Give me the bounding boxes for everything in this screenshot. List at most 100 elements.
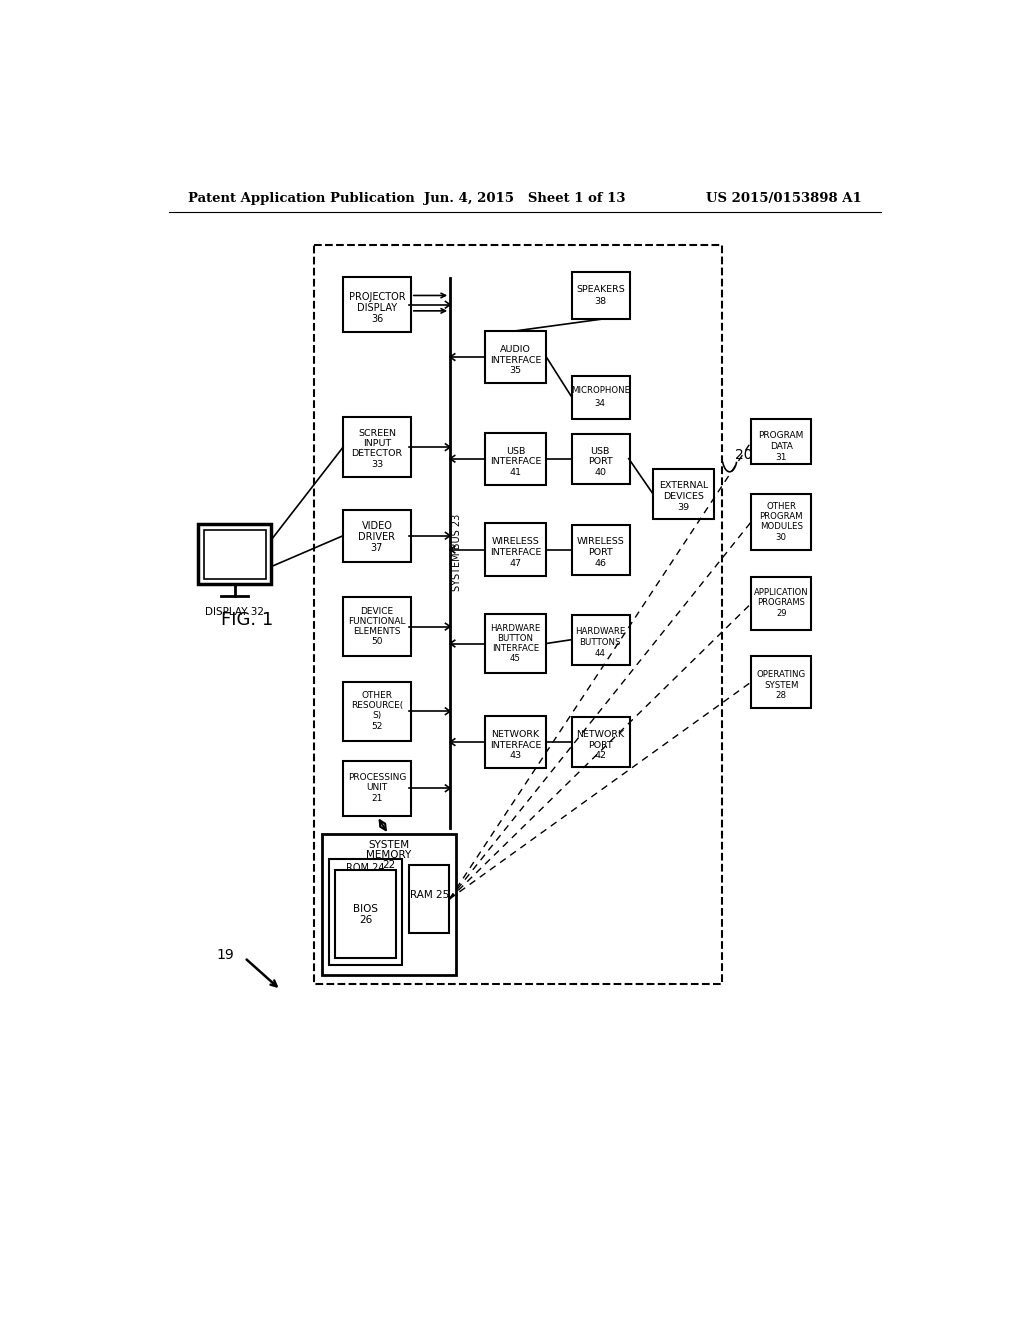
Bar [571, 272, 630, 319]
Text: OPERATING: OPERATING [757, 669, 806, 678]
Text: HARDWARE: HARDWARE [490, 623, 541, 632]
Text: S): S) [373, 711, 382, 721]
Text: INTERFACE: INTERFACE [492, 644, 540, 652]
Bar [204, 529, 266, 578]
Bar [322, 834, 457, 974]
Text: OTHER: OTHER [766, 502, 797, 511]
Bar [343, 597, 411, 656]
Text: 31: 31 [775, 453, 787, 462]
Bar [343, 682, 411, 741]
Text: Jun. 4, 2015   Sheet 1 of 13: Jun. 4, 2015 Sheet 1 of 13 [424, 191, 626, 205]
Text: USB: USB [591, 446, 610, 455]
Text: ROM 24: ROM 24 [346, 863, 385, 874]
Text: SYSTEM: SYSTEM [764, 681, 799, 689]
Text: 50: 50 [372, 638, 383, 647]
Text: PORT: PORT [588, 741, 612, 750]
Text: BUTTONS: BUTTONS [580, 639, 621, 647]
Bar [752, 420, 811, 465]
Text: EXTERNAL: EXTERNAL [658, 482, 708, 490]
Text: MEMORY: MEMORY [366, 850, 411, 861]
Text: FIG. 1: FIG. 1 [221, 611, 273, 630]
Text: PROGRAM: PROGRAM [759, 432, 804, 440]
Text: MICROPHONE: MICROPHONE [570, 387, 630, 396]
Text: AUDIO: AUDIO [500, 345, 531, 354]
Bar [343, 760, 411, 816]
Bar [343, 417, 411, 478]
Text: NETWORK: NETWORK [577, 730, 625, 739]
Text: PROJECTOR: PROJECTOR [348, 292, 406, 302]
Bar [343, 277, 411, 333]
Text: 44: 44 [595, 649, 606, 657]
Bar [752, 656, 811, 708]
Text: MODULES: MODULES [760, 521, 803, 531]
Bar [343, 510, 411, 562]
Text: 39: 39 [677, 503, 689, 512]
Text: WIRELESS: WIRELESS [492, 537, 540, 546]
Text: 26: 26 [358, 915, 372, 925]
Text: ELEMENTS: ELEMENTS [353, 627, 400, 636]
Text: DETECTOR: DETECTOR [351, 449, 402, 458]
Text: NETWORK: NETWORK [492, 730, 540, 739]
Text: BIOS: BIOS [353, 904, 378, 915]
Text: 42: 42 [594, 751, 606, 760]
Text: SYSTEM BUS 23: SYSTEM BUS 23 [452, 513, 462, 591]
Bar [484, 524, 547, 576]
Bar [313, 244, 722, 983]
Bar [571, 376, 630, 418]
Text: PORT: PORT [588, 548, 612, 557]
Text: PROCESSING: PROCESSING [348, 774, 407, 781]
Text: 28: 28 [776, 692, 786, 701]
Text: DISPLAY 32: DISPLAY 32 [205, 607, 264, 618]
Text: 43: 43 [510, 751, 521, 760]
Text: 47: 47 [510, 558, 521, 568]
Text: VIDEO: VIDEO [361, 521, 392, 532]
Text: INTERFACE: INTERFACE [489, 741, 542, 750]
Text: DEVICES: DEVICES [663, 492, 703, 500]
Text: 19: 19 [217, 948, 234, 962]
Text: 21: 21 [372, 793, 383, 803]
Bar [484, 433, 547, 484]
Text: INTERFACE: INTERFACE [489, 548, 542, 557]
Text: DRIVER: DRIVER [358, 532, 395, 543]
Text: 37: 37 [371, 543, 383, 553]
Text: RAM 25: RAM 25 [410, 890, 449, 899]
Text: 35: 35 [510, 367, 521, 375]
Text: 46: 46 [594, 558, 606, 568]
Bar [484, 715, 547, 768]
Bar [571, 525, 630, 576]
Text: US 2015/0153898 A1: US 2015/0153898 A1 [707, 191, 862, 205]
Text: DISPLAY: DISPLAY [357, 302, 397, 313]
Bar [652, 469, 714, 519]
Bar [484, 331, 547, 383]
Text: DEVICE: DEVICE [360, 607, 393, 615]
Bar [410, 866, 450, 933]
Text: 20: 20 [735, 447, 753, 462]
Text: 22: 22 [382, 861, 395, 870]
Text: SPEAKERS: SPEAKERS [575, 285, 625, 294]
Text: RESOURCE(: RESOURCE( [351, 701, 403, 710]
Text: INTERFACE: INTERFACE [489, 457, 542, 466]
Text: 41: 41 [510, 469, 521, 477]
Text: SYSTEM: SYSTEM [368, 841, 409, 850]
Text: 30: 30 [776, 533, 786, 541]
Text: PORT: PORT [588, 457, 612, 466]
Bar [752, 494, 811, 549]
Text: BUTTON: BUTTON [498, 634, 534, 643]
Text: PROGRAMS: PROGRAMS [758, 598, 805, 607]
Text: 52: 52 [372, 722, 383, 731]
Text: HARDWARE: HARDWARE [575, 627, 626, 636]
Text: 34: 34 [595, 399, 606, 408]
Text: APPLICATION: APPLICATION [754, 589, 809, 597]
Text: PROGRAM: PROGRAM [760, 512, 803, 521]
Text: 40: 40 [594, 469, 606, 477]
Text: 45: 45 [510, 655, 521, 664]
Text: UNIT: UNIT [367, 783, 388, 792]
Text: OTHER: OTHER [361, 692, 392, 701]
Bar [571, 718, 630, 767]
Text: SCREEN: SCREEN [358, 429, 396, 438]
Text: INPUT: INPUT [362, 438, 391, 447]
Bar [571, 615, 630, 665]
Text: INTERFACE: INTERFACE [489, 355, 542, 364]
Text: USB: USB [506, 446, 525, 455]
Bar [571, 434, 630, 484]
